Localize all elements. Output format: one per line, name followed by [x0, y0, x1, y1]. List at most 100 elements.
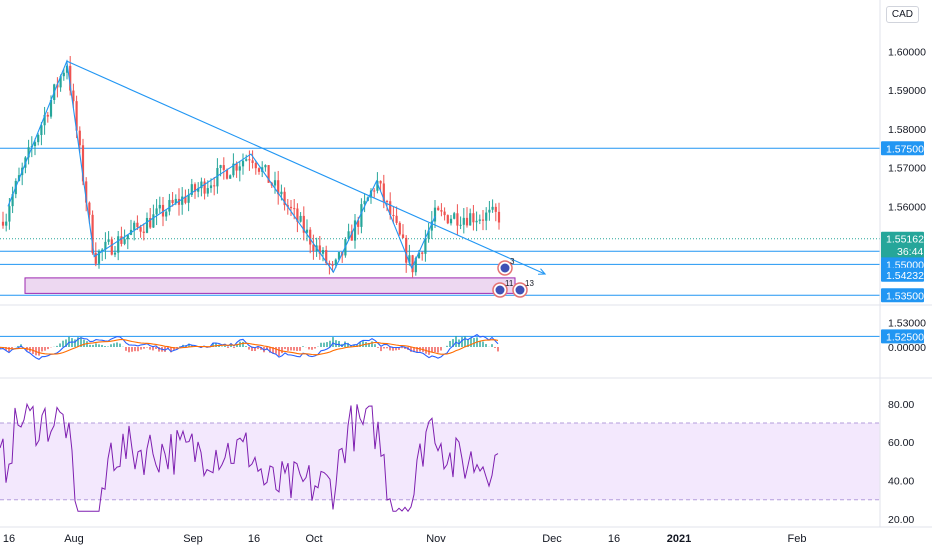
candle-body	[433, 207, 437, 222]
candle-body	[369, 190, 373, 198]
macd-histogram-bar	[158, 347, 160, 352]
time-tick-label: Sep	[183, 533, 203, 545]
signal-line	[0, 339, 499, 356]
candle-body	[72, 90, 75, 102]
macd-histogram-bar	[431, 347, 433, 352]
macd-histogram-bar	[455, 336, 457, 347]
candle-body	[206, 188, 209, 194]
candle-body	[309, 229, 312, 245]
time-tick-label: Dec	[542, 533, 562, 545]
candle-body	[110, 239, 113, 255]
price-tick-label: 1.56000	[888, 201, 926, 213]
candle-body	[334, 259, 337, 265]
macd-histogram-bar	[11, 347, 13, 349]
macd-histogram-bar	[281, 347, 283, 354]
candle-body	[69, 65, 72, 91]
candle-body	[40, 125, 43, 136]
macd-histogram-bar	[44, 347, 46, 351]
macd-histogram-bar	[434, 347, 436, 353]
price-axis[interactable]: 1.60000 1.59000 1.58000 1.57000 1.56000 1.530…	[881, 47, 926, 527]
macd-histogram-bar	[86, 341, 88, 347]
macd-histogram-bar	[353, 344, 355, 347]
candle-body	[350, 231, 353, 241]
macd-histogram-bar	[101, 344, 103, 347]
candle-body	[187, 194, 190, 203]
candle-body	[277, 180, 280, 195]
macd-histogram-bar	[374, 344, 376, 347]
candle-body	[325, 250, 328, 264]
candle-body	[293, 208, 296, 210]
candle-body	[59, 76, 62, 88]
macd-histogram-bar	[170, 347, 172, 353]
candle-body	[27, 147, 30, 158]
macd-histogram-bar	[392, 347, 394, 351]
macd-histogram-bar	[143, 347, 145, 349]
candle-body	[430, 221, 433, 231]
macd-histogram-bar	[92, 344, 94, 347]
candle-body	[305, 229, 309, 233]
macd-histogram-bar	[398, 347, 400, 350]
price-pane: 3 11 13	[0, 56, 880, 337]
macd-histogram-bar	[191, 345, 193, 347]
macd-histogram-bar	[62, 340, 64, 347]
candle-body	[46, 114, 49, 117]
candle-body	[113, 252, 117, 255]
candle-body	[1, 221, 5, 226]
flag-icon	[515, 285, 525, 295]
currency-button[interactable]: CAD	[885, 6, 919, 23]
candle-body	[107, 239, 110, 242]
macd-histogram-bar	[437, 347, 439, 353]
time-tick-label: 16	[3, 533, 15, 545]
candle-body	[318, 245, 321, 254]
macd-histogram-bar	[95, 343, 97, 347]
macd-histogram-bar	[359, 342, 361, 347]
macd-histogram-bar	[368, 342, 370, 347]
macd-histogram-bar	[416, 347, 418, 353]
candle-body	[475, 220, 478, 223]
time-tick-label: 2021	[667, 533, 691, 545]
candle-body	[337, 252, 341, 260]
macd-histogram-bar	[248, 347, 250, 350]
macd-histogram-bar	[461, 337, 463, 347]
macd-histogram-bar	[332, 337, 334, 347]
macd-histogram-bar	[428, 347, 430, 355]
price-level-tag	[881, 231, 924, 246]
rsi-tick-label: 40.00	[888, 476, 914, 488]
macd-histogram-bar	[0, 347, 1, 350]
candle-body	[152, 214, 155, 228]
candle-body	[389, 201, 392, 215]
trendline	[66, 60, 546, 275]
price-level-tag	[881, 267, 924, 282]
candle-body	[382, 183, 385, 202]
candle-body	[139, 227, 142, 232]
time-axis[interactable]: 16 Aug Sep 16 Oct Nov Dec 16 2021 Feb	[3, 533, 807, 545]
candle-body	[469, 213, 472, 226]
candle-body	[437, 207, 440, 211]
candle-body	[421, 252, 424, 254]
price-tick-label: 1.57000	[888, 163, 926, 175]
macd-histogram-bar	[173, 347, 175, 351]
macd-histogram-bar	[116, 342, 118, 347]
macd-histogram-bar	[362, 341, 364, 347]
candle-body	[88, 202, 91, 215]
candle-body	[232, 163, 235, 176]
candle-body	[411, 255, 414, 273]
macd-histogram-bar	[188, 343, 190, 347]
candle-body	[440, 210, 443, 212]
macd-histogram-bar	[134, 347, 136, 352]
support-zone	[24, 277, 516, 294]
candle-body	[241, 160, 245, 167]
macd-histogram-bar	[257, 347, 259, 350]
candle-body	[497, 211, 501, 223]
price-level-tag	[881, 288, 924, 303]
macd-histogram-bar	[212, 343, 214, 347]
trendline-arrow	[538, 268, 547, 275]
candle-body	[357, 220, 360, 227]
macd-histogram-bar	[290, 347, 292, 351]
macd-histogram-bar	[8, 347, 10, 353]
candle-body	[424, 238, 427, 254]
candle-body	[136, 222, 139, 228]
candle-body	[161, 204, 165, 217]
rsi-tick-label: 20.00	[888, 514, 914, 526]
candle-body	[62, 72, 65, 77]
